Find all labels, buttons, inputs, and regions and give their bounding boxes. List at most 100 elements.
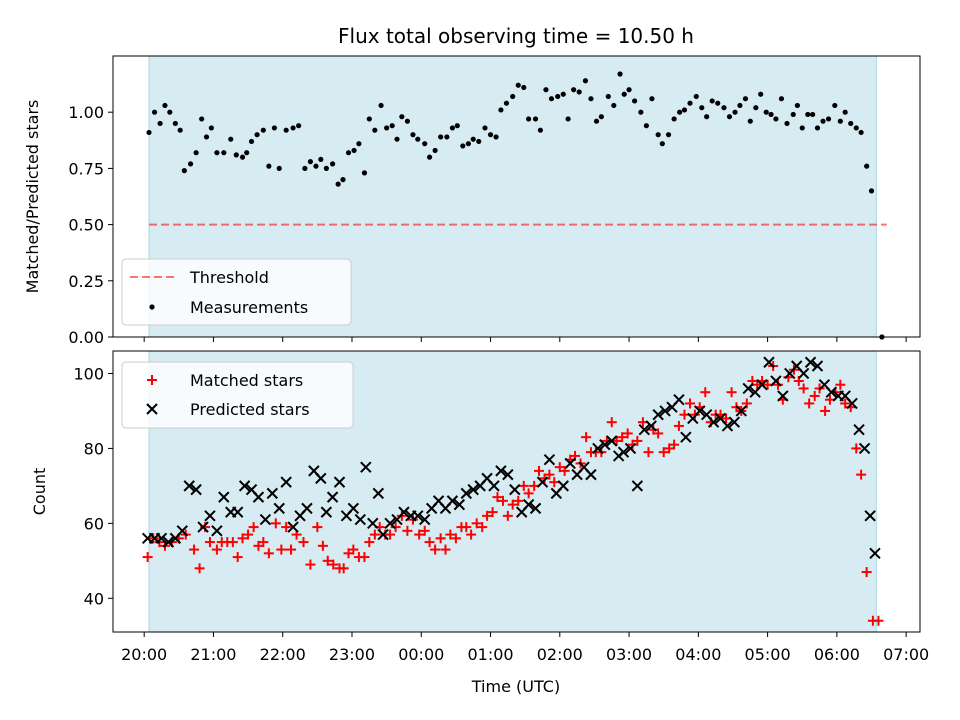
measurement-point xyxy=(611,102,617,109)
measurement-point xyxy=(482,125,488,131)
x-tick-label: 07:00 xyxy=(883,645,929,664)
measurement-point xyxy=(493,134,499,140)
measurement-point xyxy=(864,163,870,169)
measurement-point xyxy=(487,132,494,138)
measurement-point xyxy=(151,109,158,115)
measurement-point xyxy=(307,159,314,165)
measurement-point xyxy=(671,116,677,122)
measurement-point xyxy=(340,177,346,183)
matched-point xyxy=(798,383,809,394)
predicted-point xyxy=(273,502,285,515)
matched-point xyxy=(617,432,628,443)
predicted-point xyxy=(825,386,838,398)
predicted-point-b xyxy=(162,536,175,548)
top-axes-frame xyxy=(112,55,921,338)
matched-point xyxy=(673,420,684,431)
measurement-point xyxy=(345,150,352,156)
matched-point xyxy=(873,615,884,626)
y-tick-label: 0.00 xyxy=(68,328,104,347)
predicted-point-b xyxy=(529,502,542,515)
predicted-point-b xyxy=(432,495,445,507)
measurement-point xyxy=(384,125,390,131)
matched-point xyxy=(507,499,518,510)
measurement-point xyxy=(361,170,368,176)
matched-point xyxy=(194,563,205,574)
matched-point xyxy=(851,443,862,454)
measurement-point xyxy=(805,111,811,118)
predicted-point-b xyxy=(320,506,333,518)
measurement-point xyxy=(758,91,764,97)
measurement-point xyxy=(598,114,604,120)
measurement-point xyxy=(199,116,205,122)
y-axis-label: Matched/Predicted stars xyxy=(23,100,42,294)
measurement-point xyxy=(389,123,395,129)
measurement-point xyxy=(444,134,450,140)
measurement-point xyxy=(162,102,168,109)
matched-point xyxy=(369,529,380,540)
predicted-point-b xyxy=(453,498,466,511)
measurement-point xyxy=(454,123,460,129)
predicted-point xyxy=(756,379,768,391)
predicted-point-b xyxy=(326,491,339,503)
measurement-point xyxy=(810,111,816,118)
predicted-point-b xyxy=(231,506,244,518)
measurement-point xyxy=(747,118,753,124)
predicted-point-b xyxy=(460,487,472,500)
predicted-point xyxy=(204,510,216,522)
predicted-point xyxy=(287,521,299,533)
predicted-point xyxy=(238,480,251,492)
matched-point xyxy=(419,525,430,536)
predicted-point-b xyxy=(347,502,360,515)
measurement-point xyxy=(498,107,504,113)
matched-point xyxy=(581,432,592,443)
predicted-point xyxy=(585,468,597,481)
predicted-point-b xyxy=(825,386,838,398)
predicted-point xyxy=(557,480,569,492)
predicted-point xyxy=(846,397,858,410)
matched-point xyxy=(390,522,401,533)
predicted-point-b xyxy=(211,525,223,537)
matched-point xyxy=(445,529,456,540)
matched-point xyxy=(281,522,292,533)
predicted-point xyxy=(467,483,479,496)
matched-point xyxy=(364,537,375,548)
measurement-point xyxy=(394,136,400,142)
measurement-point xyxy=(276,165,282,171)
predicted-point-b xyxy=(585,468,597,481)
matched-point xyxy=(861,567,872,578)
x-tick-label: 05:00 xyxy=(745,645,791,664)
measurement-point xyxy=(432,147,438,154)
measurement-point xyxy=(753,105,759,111)
predicted-point xyxy=(509,483,521,496)
measurement-point xyxy=(193,150,199,156)
predicted-point-b xyxy=(354,513,367,526)
measurement-point xyxy=(605,93,611,100)
measurement-point xyxy=(172,120,178,127)
matched-point xyxy=(450,533,461,544)
y-tick-label: 40 xyxy=(84,589,104,608)
measurement-point xyxy=(768,111,774,118)
matched-point xyxy=(523,488,534,499)
predicted-point xyxy=(797,367,810,380)
measurement-point xyxy=(837,118,843,124)
y-tick-label: 80 xyxy=(84,439,104,458)
measurement-point xyxy=(677,109,683,115)
measurement-point xyxy=(260,127,266,133)
predicted-point-b xyxy=(564,457,576,470)
measurement-point xyxy=(181,168,187,174)
predicted-point xyxy=(770,375,782,387)
measurement-point xyxy=(732,109,738,115)
predicted-point xyxy=(266,487,279,500)
predicted-point-b xyxy=(419,513,431,526)
matched-point xyxy=(643,447,654,458)
predicted-point-b xyxy=(652,408,664,421)
legend-measurements-swatch xyxy=(149,304,155,310)
predicted-point xyxy=(360,461,372,473)
predicted-point xyxy=(694,405,706,417)
x-tick-label: 06:00 xyxy=(814,645,860,664)
matched-point xyxy=(430,544,441,555)
predicted-point-b xyxy=(864,510,876,522)
measurement-point xyxy=(814,125,821,131)
predicted-point-b xyxy=(398,506,410,518)
predicted-point xyxy=(326,491,339,503)
